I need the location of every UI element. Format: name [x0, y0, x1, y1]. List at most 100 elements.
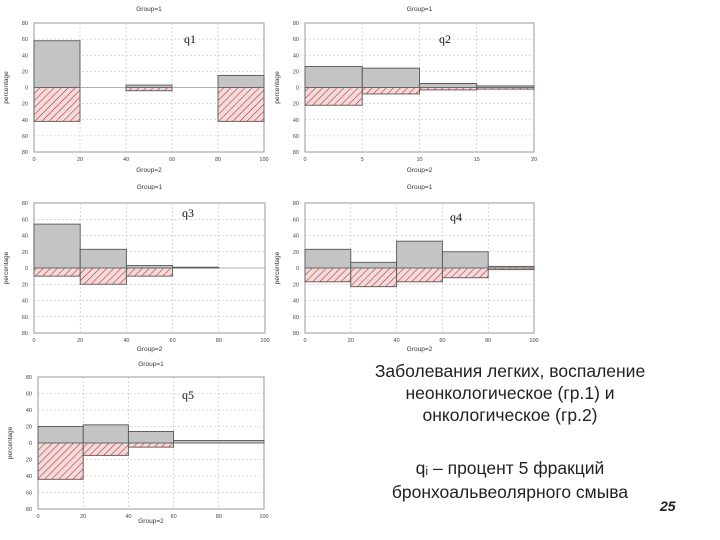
bar-group2	[419, 87, 478, 91]
group1-title: Group=1	[407, 6, 433, 13]
y-tick-label: 40	[22, 234, 28, 240]
bar-group1	[127, 431, 175, 444]
y-tick-label: 0	[25, 86, 28, 92]
y-tick-label: 60	[22, 217, 28, 223]
x-tick-label: 20	[531, 157, 537, 163]
bar-group1	[37, 426, 84, 444]
y-axis-label: percentage	[274, 71, 281, 104]
y-tick-label: 20	[22, 102, 28, 108]
chart-q4: 80 60 40 20 0 20 40 60 80 0 20 40 60 80 100 Group=1 Grou…	[274, 184, 539, 353]
y-tick-label: 60	[22, 315, 28, 321]
x-tick-label: 80	[216, 338, 222, 344]
bar-group1	[217, 74, 265, 88]
page-number: 25	[660, 498, 676, 514]
group2-title: Group=2	[407, 346, 433, 353]
y-tick-label: 60	[293, 315, 299, 321]
bar-group1	[173, 440, 265, 444]
y-tick-label: 40	[22, 118, 28, 124]
y-tick-label: 0	[29, 441, 32, 447]
panel-label: q4	[450, 210, 462, 224]
y-tick-label: 80	[22, 331, 28, 337]
bar-group2	[125, 267, 174, 277]
panel-label: q2	[439, 32, 451, 46]
y-tick-label: 40	[26, 474, 32, 480]
y-axis-label: percentage	[7, 426, 14, 459]
bar-group1	[33, 40, 81, 88]
bar-group2	[304, 267, 352, 283]
x-tick-label: 80	[216, 514, 222, 520]
y-tick-label: 0	[296, 266, 299, 272]
x-tick-label: 20	[348, 338, 354, 344]
bar-group1	[441, 251, 489, 269]
y-tick-label: 20	[26, 458, 32, 464]
chart-q3: 80 60 40 20 0 20 40 60 80 0 20 40 60 80 100 Group=1 Grou…	[3, 184, 270, 353]
panel-label: q3	[182, 206, 194, 220]
group2-title: Group=2	[136, 167, 162, 174]
y-tick-label: 80	[293, 331, 299, 337]
bar-group1	[361, 67, 420, 88]
bar-group2	[127, 442, 175, 448]
bar-group1	[350, 261, 398, 269]
group1-title: Group=1	[407, 184, 433, 191]
group2-title: Group=2	[137, 346, 163, 353]
x-tick-label: 60	[170, 338, 176, 344]
x-tick-label: 0	[32, 157, 35, 163]
y-tick-label: 20	[22, 250, 28, 256]
bar-group2	[304, 87, 363, 106]
y-tick-label: 80	[26, 507, 32, 513]
caption-line: Заболевания легких, воспаление	[374, 361, 646, 381]
bar-group2	[350, 267, 398, 288]
group1-title: Group=1	[136, 6, 162, 13]
x-tick-label: 20	[77, 157, 83, 163]
y-tick-label: 40	[293, 299, 299, 305]
bar-group1	[33, 223, 81, 269]
x-tick-label: 40	[123, 338, 129, 344]
y-tick-label: 60	[293, 134, 299, 140]
x-tick-label: 80	[485, 338, 491, 344]
x-tick-label: 100	[529, 338, 538, 344]
bar-group1	[419, 83, 478, 88]
x-tick-label: 60	[439, 338, 445, 344]
y-tick-label: 80	[22, 21, 28, 27]
panel-label: q5	[182, 388, 194, 402]
caption-line: онкологическое (гр.2)	[422, 405, 598, 425]
y-tick-label: 80	[22, 201, 28, 207]
bar-group2	[125, 87, 173, 92]
bar-group1	[79, 248, 127, 269]
bar-group1	[304, 66, 363, 88]
y-tick-label: 20	[293, 102, 299, 108]
x-tick-label: 15	[474, 157, 480, 163]
x-tick-label: 60	[171, 514, 177, 520]
chart-q2: 80 60 40 20 0 20 40 60 80 0 5 10 15 20 Group=1 Group=2 p…	[274, 6, 537, 174]
y-tick-label: 20	[26, 425, 32, 431]
x-tick-label: 0	[303, 157, 306, 163]
x-tick-label: 0	[36, 514, 39, 520]
y-tick-label: 20	[22, 69, 28, 75]
bar-group1	[304, 248, 352, 269]
bar-group2	[79, 267, 127, 285]
y-tick-label: 80	[22, 150, 28, 156]
y-tick-label: 20	[293, 69, 299, 75]
y-tick-label: 0	[25, 266, 28, 272]
y-tick-label: 40	[26, 408, 32, 414]
y-tick-label: 40	[22, 53, 28, 59]
x-tick-label: 0	[303, 338, 306, 344]
y-tick-label: 60	[26, 392, 32, 398]
y-tick-label: 80	[26, 375, 32, 381]
x-tick-label: 40	[123, 157, 129, 163]
panel-label: q1	[184, 32, 196, 46]
chart-q5: 80 60 40 20 0 20 40 60 80 0 20 40 60 80 100 Group=1 Grou…	[7, 361, 269, 525]
bar-group2	[33, 87, 81, 122]
group2-title: Group=2	[138, 518, 164, 525]
caption: Заболевания легких, воспаление неонколог…	[340, 360, 680, 426]
chart-q1: 80 60 40 20 0 20 40 60 80 0 20 40 60 80 100 Group=1 Grou…	[3, 6, 269, 174]
y-tick-label: 0	[296, 86, 299, 92]
caption-note: qᵢ – процент 5 фракций бронхоальвеолярно…	[340, 456, 680, 504]
y-tick-label: 40	[293, 118, 299, 124]
y-tick-label: 60	[293, 217, 299, 223]
bar-group2	[361, 87, 420, 95]
y-tick-label: 40	[22, 299, 28, 305]
bar-group1	[396, 240, 443, 269]
x-tick-label: 100	[259, 514, 268, 520]
